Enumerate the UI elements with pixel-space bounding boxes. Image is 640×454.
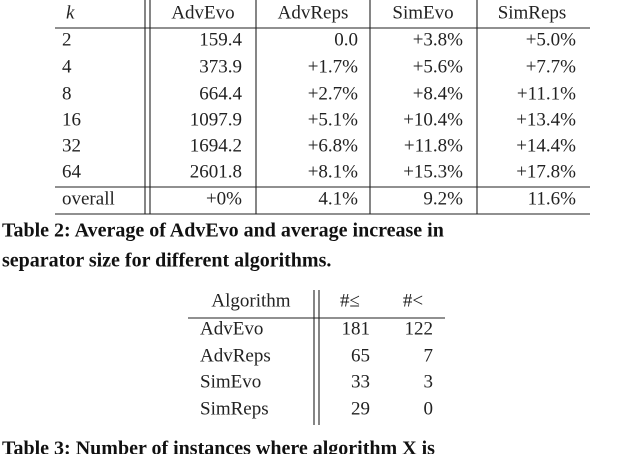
header-cell: AdvEvo — [171, 2, 234, 23]
header-cell: Algorithm — [211, 290, 290, 311]
cell: +0% — [206, 188, 242, 209]
cell: +5.0% — [526, 29, 576, 50]
cell: +1.7% — [308, 56, 358, 77]
cell: 122 — [405, 318, 434, 339]
cell: SimReps — [200, 398, 269, 419]
cell: +15.3% — [403, 161, 463, 182]
cell: +14.4% — [516, 135, 576, 156]
header-cell: SimReps — [498, 2, 567, 23]
cell: +11.1% — [517, 83, 576, 104]
cell: 181 — [342, 318, 371, 339]
header-cell: k — [66, 2, 75, 23]
cell: +2.7% — [308, 83, 358, 104]
cell: +5.6% — [413, 56, 463, 77]
header-cell: SimEvo — [392, 2, 453, 23]
cell: 4.1% — [318, 188, 358, 209]
cell: +11.8% — [404, 135, 463, 156]
cell: 64 — [62, 161, 82, 182]
caption: Table 2: Average of AdvEvo and average i… — [2, 220, 444, 242]
cell: 664.4 — [199, 83, 242, 104]
cell: 16 — [62, 109, 81, 130]
cell: +17.8% — [516, 161, 576, 182]
cell: 159.4 — [199, 29, 242, 50]
caption: Table 3: Number of instances where algor… — [2, 438, 435, 454]
cell: +5.1% — [308, 109, 358, 130]
cell: +3.8% — [413, 29, 463, 50]
cell: 0.0 — [334, 29, 358, 50]
cell: 1097.9 — [190, 109, 242, 130]
cell: 1694.2 — [190, 135, 242, 156]
cell: +6.8% — [308, 135, 358, 156]
cell: AdvEvo — [200, 318, 263, 339]
cell: 32 — [62, 135, 81, 156]
cell: +8.1% — [308, 161, 358, 182]
header-cell: AdvReps — [278, 2, 349, 23]
cell: 7 — [424, 345, 434, 366]
cell: 2 — [62, 29, 72, 50]
table-3-rules — [188, 290, 445, 425]
cell: +10.4% — [403, 109, 463, 130]
cell: 373.9 — [199, 56, 242, 77]
cell: AdvReps — [200, 345, 271, 366]
cell: 3 — [424, 371, 434, 392]
cell: 29 — [351, 398, 370, 419]
header-cell: #≤ — [340, 290, 360, 311]
caption: separator size for different algorithms. — [2, 250, 331, 272]
cell: 8 — [62, 83, 72, 104]
cell: 4 — [62, 56, 72, 77]
cell: +8.4% — [413, 83, 463, 104]
cell: 65 — [351, 345, 370, 366]
cell: +13.4% — [516, 109, 576, 130]
cell: +7.7% — [526, 56, 576, 77]
cell: 33 — [351, 371, 370, 392]
header-cell: #< — [403, 290, 423, 311]
cell: SimEvo — [200, 371, 261, 392]
cell: 11.6% — [528, 188, 577, 209]
cell: 2601.8 — [190, 161, 242, 182]
table-2-rules — [55, 0, 590, 215]
cell: 0 — [424, 398, 434, 419]
cell: 9.2% — [423, 188, 463, 209]
cell: overall — [62, 188, 115, 209]
